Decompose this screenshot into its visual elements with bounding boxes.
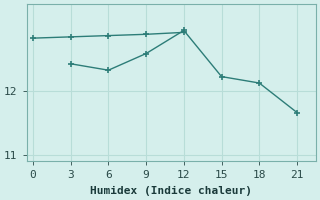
X-axis label: Humidex (Indice chaleur): Humidex (Indice chaleur) [90, 186, 252, 196]
